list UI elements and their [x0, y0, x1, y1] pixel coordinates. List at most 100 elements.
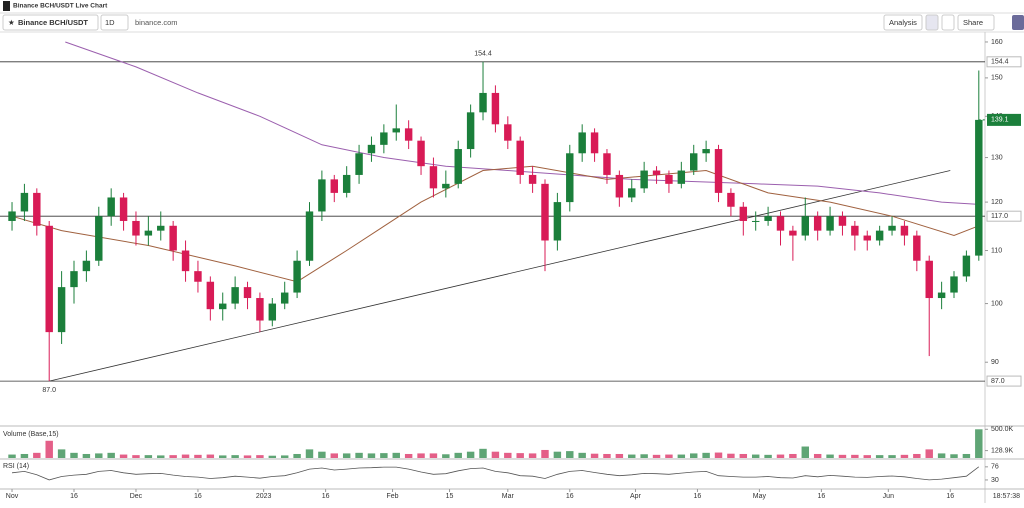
- volume-bar: [231, 455, 239, 458]
- last-price-label: 139.1: [991, 117, 1009, 124]
- volume-bar: [318, 451, 326, 458]
- volume-bar: [751, 454, 760, 458]
- candle-body: [231, 287, 239, 304]
- volume-bar: [442, 454, 450, 458]
- source-link[interactable]: binance.com: [135, 18, 178, 27]
- share-box[interactable]: [957, 14, 995, 31]
- volume-tick-label: 128.9K: [991, 447, 1014, 454]
- volume-bar: [219, 455, 227, 458]
- x-tick-label: 16: [194, 493, 202, 500]
- analysis-button[interactable]: Analysis: [889, 18, 917, 27]
- volume-bar: [330, 453, 339, 458]
- last-price-box: [987, 113, 1021, 126]
- candle-body: [504, 124, 512, 141]
- volume-bar: [194, 454, 202, 458]
- star: ★: [8, 18, 15, 27]
- y-tick-label: 120: [991, 199, 1003, 206]
- candle-body: [813, 216, 822, 231]
- candle-body: [305, 211, 314, 261]
- candle-body: [219, 303, 227, 310]
- y-tick-label: 160: [991, 39, 1003, 46]
- candle-body: [516, 140, 524, 175]
- volume-bar: [975, 429, 983, 458]
- candle-body: [119, 197, 128, 221]
- candle-body: [739, 206, 748, 221]
- volume-bar: [206, 454, 215, 458]
- x-tick-label: 16: [322, 493, 330, 500]
- candle-body: [962, 255, 971, 277]
- volume-bar: [280, 455, 289, 458]
- candle-body: [937, 292, 946, 299]
- volume-bar: [541, 449, 549, 458]
- volume-bar: [702, 452, 710, 458]
- price-label-box: [986, 375, 1022, 387]
- candle-body: [442, 183, 450, 189]
- candle-body: [900, 225, 909, 236]
- volume-bar: [305, 449, 314, 458]
- icon-button[interactable]: [941, 14, 955, 31]
- symbol[interactable]: Binance BCH/USDT: [18, 18, 88, 27]
- volume-bar: [132, 455, 140, 458]
- icon-button[interactable]: [925, 14, 939, 31]
- volume-bar: [417, 453, 425, 458]
- candle-body: [826, 216, 834, 231]
- x-tick-label: 16: [566, 493, 574, 500]
- volume-bar: [962, 453, 971, 458]
- volume-title: Volume (Base,15): [3, 431, 59, 438]
- symbol-box[interactable]: [2, 14, 99, 31]
- candle-body: [82, 260, 91, 272]
- clock: 18:57:38: [993, 493, 1020, 500]
- share-button[interactable]: Share: [963, 18, 983, 27]
- candle-body: [20, 192, 29, 212]
- volume-bar: [504, 452, 512, 458]
- x-tick-label: 16: [817, 493, 825, 500]
- analysis-box[interactable]: [883, 14, 923, 31]
- candle-body: [640, 170, 648, 189]
- x-tick-label: Feb: [387, 493, 399, 500]
- volume-bar: [516, 453, 524, 458]
- volume-bar: [268, 455, 277, 458]
- interval[interactable]: 1D: [105, 18, 115, 27]
- candle-body: [603, 153, 611, 175]
- candle-body: [107, 197, 115, 217]
- candle-body: [863, 235, 871, 241]
- price-line-label: 117.0: [991, 213, 1008, 220]
- candle-body: [57, 287, 66, 333]
- volume-bar: [243, 455, 252, 458]
- volume-bar: [181, 454, 190, 458]
- candle-body: [132, 220, 140, 236]
- volume-bar: [8, 454, 16, 458]
- candle-body: [950, 276, 958, 293]
- volume-bar: [293, 453, 301, 458]
- low-annotation: 87.0: [42, 387, 56, 394]
- y-tick-label: 90: [991, 359, 999, 366]
- volume-bar: [566, 451, 574, 458]
- volume-bar: [45, 440, 53, 458]
- candle-body: [888, 225, 896, 231]
- volume-bar: [739, 453, 748, 458]
- price-label-box: [986, 210, 1022, 222]
- volume-bar: [714, 452, 723, 458]
- x-tick-label: 2023: [256, 493, 272, 500]
- volume-bar: [95, 453, 103, 458]
- volume-bar: [937, 453, 946, 458]
- candle-body: [330, 179, 339, 193]
- volume-bar: [590, 453, 599, 458]
- y-tick-label: 130: [991, 154, 1003, 161]
- volume-bar: [380, 453, 388, 458]
- menu-button[interactable]: [1012, 15, 1024, 30]
- candle-body: [652, 170, 661, 175]
- x-tick-label: 16: [70, 493, 78, 500]
- candle-body: [243, 287, 252, 299]
- moving-average: [65, 41, 979, 205]
- volume-bar: [950, 454, 958, 458]
- volume-bar: [553, 451, 562, 458]
- candle-body: [95, 216, 103, 261]
- candle-body: [33, 192, 41, 226]
- interval-box[interactable]: [100, 14, 129, 31]
- candle-body: [566, 153, 574, 203]
- candle-body: [181, 250, 190, 272]
- x-tick-label: Nov: [6, 493, 19, 500]
- candle-body: [789, 230, 797, 236]
- volume-bar: [33, 452, 41, 458]
